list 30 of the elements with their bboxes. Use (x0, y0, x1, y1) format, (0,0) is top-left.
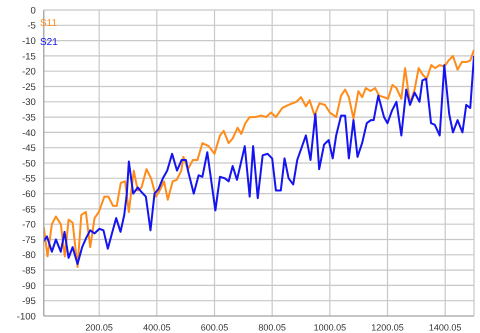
y-tick-label: -85 (22, 265, 36, 276)
y-tick-label: -90 (22, 280, 36, 292)
y-tick-label: -75 (22, 234, 36, 246)
y-tick-label: -50 (22, 158, 36, 170)
y-tick-label: -40 (22, 128, 36, 139)
y-tick-label: -5 (27, 20, 36, 32)
y-tick-label: -70 (22, 220, 36, 231)
y-tick-label: 0 (30, 5, 36, 16)
y-tick-label: -20 (22, 66, 36, 78)
text: S11 (40, 18, 58, 29)
x-tick-label: 200.05 (85, 322, 113, 332)
y-tick-label: -35 (22, 112, 36, 124)
y-tick-label: -30 (22, 97, 36, 108)
x-tick-label: 600.05 (200, 322, 228, 332)
x-tick-label: 1000.05 (314, 322, 346, 332)
y-tick-label: -25 (22, 82, 36, 93)
y-tick-label: -10 (22, 36, 36, 47)
y-tick-label: -15 (22, 51, 36, 62)
x-tick-label: 400.05 (143, 322, 171, 332)
y-tick-label: -100 (16, 311, 36, 322)
y-tick-label: -55 (22, 174, 36, 185)
x-tick-label: 1400.05 (428, 322, 462, 332)
y-tick-label: -95 (22, 296, 36, 308)
y-tick-label: -80 (22, 250, 36, 262)
y-tick-label: -60 (22, 188, 36, 200)
y-tick-label: -45 (22, 143, 36, 154)
text: S21 (40, 37, 58, 48)
x-tick-label: 800.05 (258, 322, 286, 332)
y-tick-label: -65 (22, 204, 36, 216)
x-tick-label: 1200.05 (371, 322, 404, 332)
